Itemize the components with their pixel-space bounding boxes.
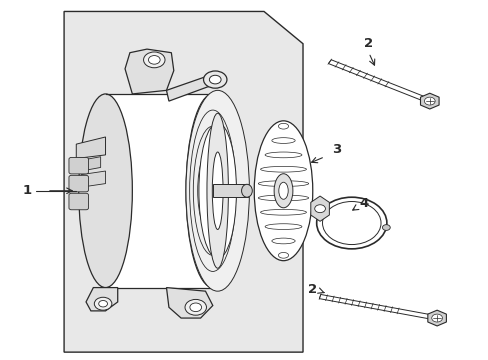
Text: 3: 3 bbox=[332, 143, 341, 156]
Text: 2: 2 bbox=[307, 283, 317, 296]
FancyBboxPatch shape bbox=[69, 193, 88, 210]
Circle shape bbox=[382, 225, 389, 230]
Polygon shape bbox=[76, 137, 105, 158]
Circle shape bbox=[99, 301, 107, 307]
Polygon shape bbox=[427, 310, 446, 326]
Polygon shape bbox=[319, 294, 437, 320]
Polygon shape bbox=[166, 288, 212, 318]
Circle shape bbox=[148, 55, 160, 64]
Ellipse shape bbox=[185, 90, 249, 291]
Polygon shape bbox=[420, 93, 438, 109]
Circle shape bbox=[209, 75, 221, 84]
Circle shape bbox=[143, 52, 164, 68]
Text: 1: 1 bbox=[23, 184, 32, 197]
FancyBboxPatch shape bbox=[69, 175, 88, 192]
Text: 4: 4 bbox=[359, 197, 368, 210]
Ellipse shape bbox=[212, 152, 223, 229]
Circle shape bbox=[431, 314, 442, 322]
Polygon shape bbox=[81, 171, 105, 187]
Ellipse shape bbox=[274, 174, 292, 208]
Circle shape bbox=[203, 71, 226, 88]
Ellipse shape bbox=[278, 182, 287, 199]
Polygon shape bbox=[105, 94, 212, 288]
Polygon shape bbox=[81, 157, 101, 171]
Polygon shape bbox=[310, 196, 329, 221]
Circle shape bbox=[314, 205, 325, 213]
Circle shape bbox=[424, 97, 434, 105]
Polygon shape bbox=[86, 288, 118, 311]
Ellipse shape bbox=[185, 94, 239, 288]
Circle shape bbox=[184, 300, 206, 315]
Polygon shape bbox=[166, 74, 217, 101]
Polygon shape bbox=[125, 49, 173, 94]
Ellipse shape bbox=[206, 113, 228, 268]
Ellipse shape bbox=[199, 123, 236, 258]
Ellipse shape bbox=[79, 94, 132, 288]
Polygon shape bbox=[212, 184, 247, 197]
Ellipse shape bbox=[241, 184, 252, 197]
Circle shape bbox=[189, 303, 201, 312]
Polygon shape bbox=[64, 12, 303, 352]
Circle shape bbox=[94, 297, 112, 310]
FancyBboxPatch shape bbox=[69, 157, 88, 174]
Text: 2: 2 bbox=[364, 37, 373, 50]
Circle shape bbox=[322, 202, 380, 244]
Ellipse shape bbox=[254, 121, 312, 261]
Polygon shape bbox=[328, 60, 430, 103]
